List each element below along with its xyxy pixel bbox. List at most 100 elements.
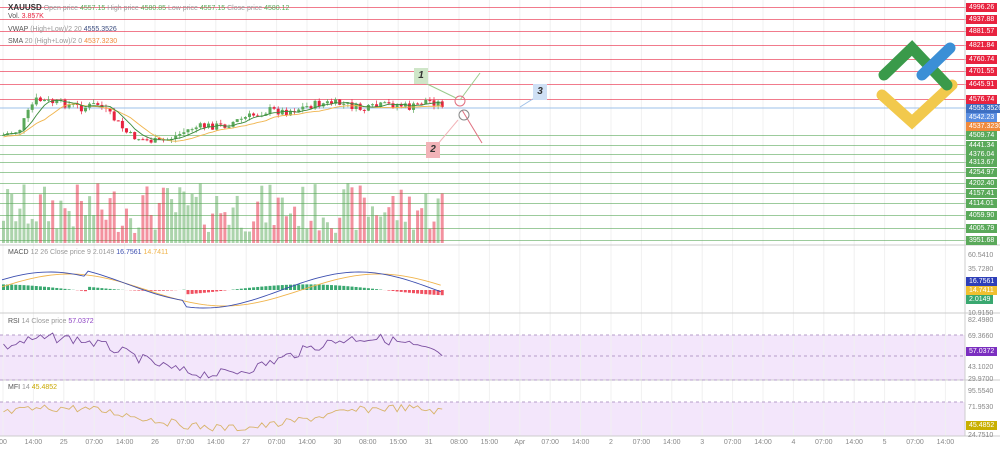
volume-bar [272, 225, 276, 243]
candle [424, 99, 428, 105]
candle [38, 97, 42, 102]
annotation-1[interactable]: 1 [414, 68, 428, 84]
candle [346, 102, 350, 104]
time-axis-label: 31 [424, 439, 433, 446]
macd-params: 12 26 Close price 9 [30, 249, 91, 256]
candle [379, 102, 383, 107]
candle [399, 104, 403, 107]
macd-histogram-bar [198, 290, 202, 294]
volume-bar [256, 201, 260, 243]
time-axis-label: 14:00 [24, 439, 43, 446]
volume-bar [366, 216, 370, 243]
candle [190, 129, 194, 131]
volume-bar [149, 215, 153, 243]
price-level-label: 4202.40 [966, 179, 998, 188]
candle [235, 119, 239, 122]
volume-bar [321, 217, 325, 243]
volume-bar [153, 229, 157, 243]
volume-value: 3.857K [21, 13, 44, 20]
vwap-legend[interactable]: VWAP (High+Low)/2 20 4555.3526 [8, 26, 117, 33]
volume-bar [391, 196, 395, 243]
volume-bar [371, 206, 374, 243]
volume-bar [51, 200, 55, 243]
volume-bar [260, 185, 264, 243]
candle [391, 103, 395, 108]
time-axis-label: 4 [791, 439, 796, 446]
macd-histogram-bar [424, 290, 428, 295]
candle [371, 104, 374, 106]
volume-legend: Vol. 3.857K [8, 13, 44, 20]
volume-bar [133, 232, 137, 243]
candle [63, 99, 67, 108]
annotation-2[interactable]: 2 [426, 142, 440, 158]
candle [18, 129, 22, 133]
high-label: High price [107, 5, 139, 12]
time-axis-label: 14:00 [936, 439, 955, 446]
mfi-axis-label: 24.7510 [968, 432, 994, 439]
rsi-axis-label: 29.9700 [968, 376, 994, 383]
macd-histogram-bar [440, 290, 444, 296]
candle [157, 137, 161, 140]
volume-bar [231, 207, 235, 243]
volume-bar [301, 186, 305, 243]
volume-bar [112, 191, 116, 243]
volume-bar [219, 213, 223, 243]
time-axis-label: 14:00 [754, 439, 772, 446]
volume-bar [202, 224, 206, 243]
candle [420, 103, 424, 105]
volume-bar [395, 220, 399, 243]
macd-histogram-bar [338, 285, 342, 290]
rsi-legend[interactable]: RSI 14 Close price 57.0372 [8, 318, 94, 325]
macd-axis-label: 60.5410 [968, 252, 994, 259]
candle [301, 106, 305, 110]
rsi-band [0, 335, 965, 380]
candle [26, 109, 30, 119]
macd-histogram-bar [194, 290, 198, 294]
volume-bar [424, 193, 428, 243]
macd-histogram-bar [92, 287, 96, 290]
volume-bar [317, 230, 321, 243]
candle [84, 107, 87, 112]
macd-histogram-bar [211, 290, 215, 292]
rsi-value-tag: 57.0372 [966, 347, 998, 356]
price-level-label: 4821.84 [966, 41, 998, 50]
time-axis-label: 07:00 [176, 439, 195, 446]
candle [268, 107, 272, 114]
macd-histogram-bar [280, 285, 284, 290]
volume-bar [38, 194, 42, 243]
mfi-legend[interactable]: MFI 14 45.4852 [8, 384, 57, 391]
callout-line [422, 81, 457, 99]
price-level-label: 4059.90 [966, 211, 998, 220]
macd-histogram-bar [371, 288, 374, 290]
macd-histogram-bar [10, 284, 14, 290]
volume-bar [416, 210, 420, 243]
macd-legend[interactable]: MACD 12 26 Close price 9 2.0149 16.7561 … [8, 249, 168, 256]
annotation-circle [454, 95, 466, 107]
sma-legend[interactable]: SMA 20 (High+Low)/2 0 4537.3230 [8, 38, 117, 45]
candle [202, 123, 206, 128]
mfi-axis-label: 71.9530 [968, 404, 994, 411]
candle [79, 105, 83, 112]
rsi-label: RSI [8, 318, 20, 325]
macd-histogram-bar [354, 286, 358, 290]
volume-bar [379, 216, 383, 243]
macd-histogram-bar [153, 290, 157, 291]
candle [362, 109, 366, 111]
macd-histogram-bar [399, 290, 403, 292]
macd-histogram-bar [96, 287, 100, 290]
time-axis-label: 5 [882, 439, 887, 446]
price-level-label: 4441.34 [966, 141, 998, 150]
annotation-3[interactable]: 3 [533, 84, 547, 100]
macd-histogram-bar [407, 290, 411, 293]
vwap-params: (High+Low)/2 20 [30, 26, 82, 33]
candle [30, 104, 34, 110]
volume-bar [198, 183, 202, 243]
macd-signal-tag: 14.7411 [966, 286, 997, 295]
time-axis-label: 07:00 [267, 439, 286, 446]
candle [276, 108, 280, 115]
macd-histogram-bar [243, 288, 247, 290]
mfi-value-tag: 45.4852 [966, 421, 998, 430]
time-axis-label: 07:00 [541, 439, 559, 446]
time-axis-label: 14:00 [115, 439, 134, 446]
